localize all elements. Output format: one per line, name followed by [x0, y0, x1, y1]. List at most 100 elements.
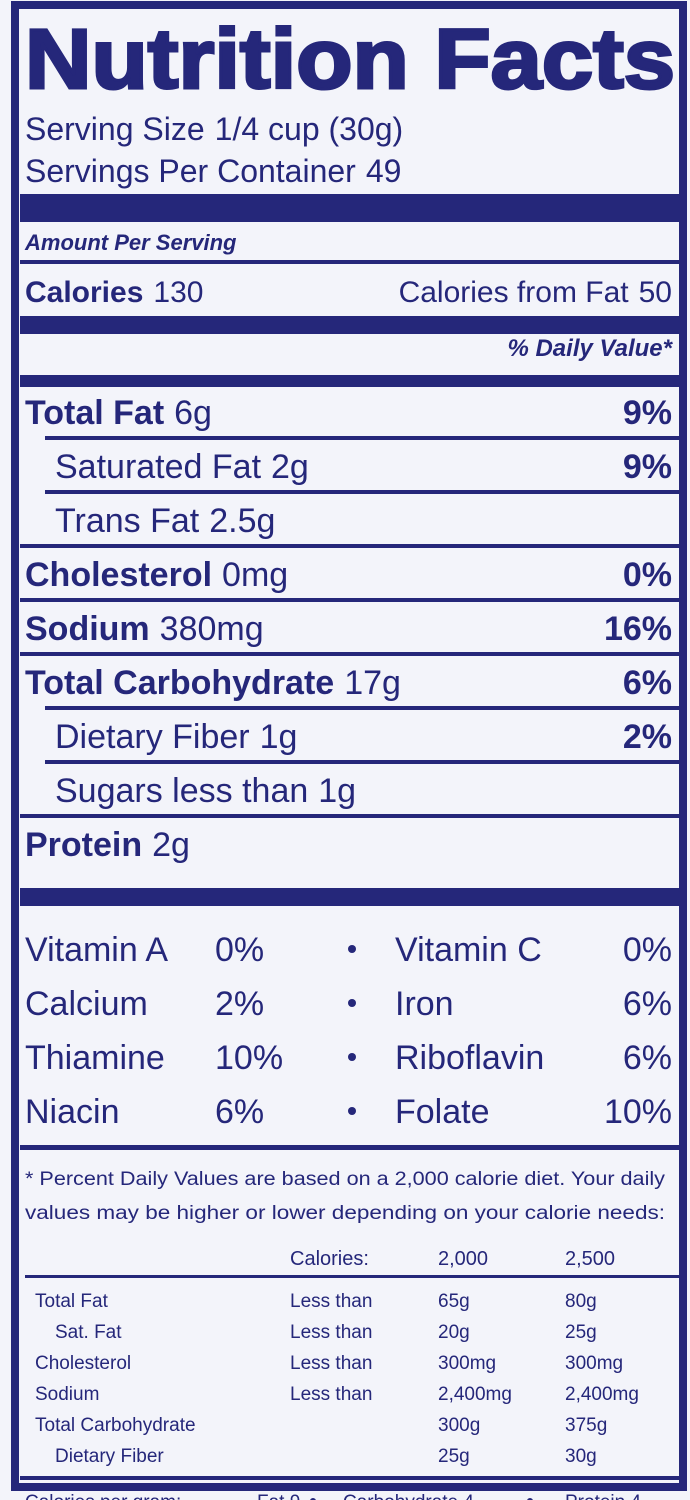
nutrient-value: 0mg [222, 556, 288, 594]
nutrient-label: Total Fat [25, 394, 164, 432]
vitamin-name: Folate [395, 1093, 490, 1131]
table-cell: Less than [290, 1384, 372, 1405]
calories-value: 130 [153, 276, 203, 309]
rule [45, 760, 682, 764]
servings-per-container-value: 49 [366, 153, 402, 189]
nutrient: Total Fat 6g [25, 394, 212, 432]
rule [20, 1145, 682, 1150]
amount-per-serving: Amount Per Serving [24, 230, 237, 255]
calories-per-gram: Calories per gram: [25, 1492, 181, 1500]
nutrient-value: 2g [271, 448, 309, 486]
nutrient-value: 6g [174, 394, 212, 432]
nutrient-label: Trans Fat [55, 502, 200, 540]
vitamin-name: Niacin [25, 1093, 119, 1131]
nutrient-label: Sodium [25, 610, 150, 648]
table-cell: 20g [438, 1322, 470, 1343]
nutrient: Trans Fat 2.5g [55, 502, 275, 540]
rule [45, 490, 682, 494]
calories-from-fat-value: 50 [639, 276, 672, 309]
rule [20, 814, 682, 818]
bullet [348, 945, 356, 953]
nutrient-label: Saturated Fat [55, 448, 262, 486]
nutrient-value: 2.5g [209, 502, 275, 540]
nutrient-label: Sugars less than [55, 772, 308, 810]
bullet [348, 1053, 356, 1061]
bullet [348, 1107, 356, 1115]
calories-label: Calories [25, 276, 143, 309]
vitamin-value: 10% [215, 1039, 283, 1077]
nutrient-value: 1g [260, 718, 298, 756]
table-cell: 25g [438, 1446, 470, 1467]
rule [20, 260, 682, 264]
vitamin-value: 6% [623, 985, 672, 1023]
rule [20, 652, 682, 656]
rule [45, 706, 682, 710]
vitamin-name: Vitamin C [395, 931, 542, 969]
table-cell: 375g [565, 1415, 607, 1436]
table-cell: Sodium [35, 1384, 99, 1405]
calories: Calories 130 [25, 276, 203, 309]
table-cell: 65g [438, 1291, 470, 1312]
rule [20, 194, 682, 222]
nutrient-value: 17g [344, 664, 401, 702]
vitamin-value: 0% [623, 931, 672, 969]
serving-size-label: Serving Size [25, 111, 205, 147]
nutrient: Dietary Fiber 1g [55, 718, 297, 756]
servings-per-container-label: Servings Per Container [25, 153, 356, 189]
nutrient-value: 380mg [160, 610, 264, 648]
vitamin-name: Iron [395, 985, 454, 1023]
table-cell: Sat. Fat [55, 1322, 122, 1343]
table-cell: 300mg [438, 1353, 496, 1374]
table-cell: Less than [290, 1322, 372, 1343]
title: Nutrition Facts [25, 12, 675, 106]
vitamin-name: Riboflavin [395, 1039, 544, 1077]
table-cell: 2,400mg [565, 1384, 639, 1405]
servings-per-container: Servings Per Container 49 [25, 153, 401, 189]
serving-size-value: 1/4 cup (30g) [215, 111, 404, 147]
daily-value: 9% [623, 394, 672, 432]
nutrient-label: Cholesterol [25, 556, 212, 594]
footnote: * Percent Daily Values are based on a 2,… [25, 1169, 666, 1190]
bullet [348, 999, 356, 1007]
calories-per-gram-label: Calories per gram: [25, 1492, 181, 1500]
table-cell: Less than [290, 1353, 372, 1374]
nutrient: Total Carbohydrate 17g [25, 664, 401, 702]
vitamin-value: 10% [604, 1093, 672, 1131]
table-cell: 300mg [565, 1353, 623, 1374]
label-border [11, 1, 687, 1491]
vitamin-name: Thiamine [25, 1039, 165, 1077]
table-cell: Less than [290, 1291, 372, 1312]
rule [20, 1476, 682, 1480]
table-cell: Dietary Fiber [55, 1446, 164, 1467]
table-cell: Total Carbohydrate [35, 1415, 196, 1436]
daily-value: 2% [623, 718, 672, 756]
daily-value: 16% [604, 610, 672, 648]
daily-value: 6% [623, 664, 672, 702]
table-header: 2,500 [565, 1248, 615, 1270]
calories-per-gram-item: Fat 9 [257, 1492, 300, 1500]
rule [45, 436, 682, 440]
nutrient-label: Dietary Fiber [55, 718, 250, 756]
table-header: Calories: [290, 1248, 369, 1270]
rule [20, 598, 682, 602]
table-header: 2,000 [438, 1248, 488, 1270]
calories-per-gram-item: Protein 4 [565, 1492, 641, 1500]
footnote: values may be higher or lower depending … [25, 1203, 665, 1224]
calories-from-fat-label: Calories from Fat [399, 276, 630, 309]
nutrient: Sugars less than 1g [55, 772, 356, 810]
vitamin-value: 0% [215, 931, 264, 969]
rule [20, 544, 682, 548]
table-cell: 80g [565, 1291, 597, 1312]
table-cell: 25g [565, 1322, 597, 1343]
nutrient: Sodium 380mg [25, 610, 264, 648]
nutrient-value: 1g [318, 772, 356, 810]
calories-from-fat: Calories from Fat 50 [399, 276, 672, 309]
table-cell: Total Fat [35, 1291, 109, 1312]
nutrient-label: Protein [25, 826, 142, 864]
nutrient: Cholesterol 0mg [25, 556, 288, 594]
nutrient: Saturated Fat 2g [55, 448, 309, 486]
vitamin-value: 6% [215, 1093, 264, 1131]
